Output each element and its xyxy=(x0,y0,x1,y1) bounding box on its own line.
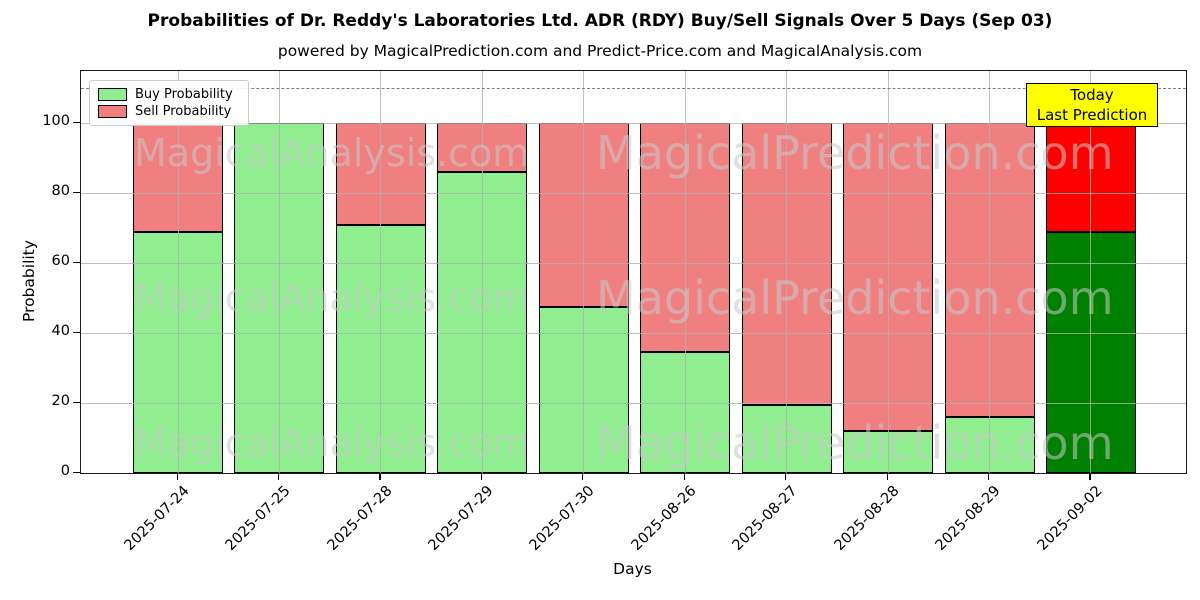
x-gridline xyxy=(786,71,788,473)
chart-subtitle: powered by MagicalPrediction.com and Pre… xyxy=(277,42,923,60)
y-tick-label: 20 xyxy=(51,393,70,410)
y-tick-label: 80 xyxy=(51,183,70,200)
x-tick-label: 2025-08-29 xyxy=(932,483,1004,554)
x-tick-mark xyxy=(785,473,787,480)
chart-title: Probabilities of Dr. Reddy's Laboratorie… xyxy=(147,11,1053,31)
y-tick-label: 100 xyxy=(42,113,70,130)
x-tick-label: 2025-08-26 xyxy=(628,483,700,554)
buy-swatch-icon xyxy=(98,88,127,101)
legend-label-buy: Buy Probability xyxy=(135,87,233,102)
y-tick-mark xyxy=(73,261,80,263)
y-tick-mark xyxy=(73,191,80,194)
legend-label-sell: Sell Probability xyxy=(135,104,232,119)
y-tick-label: 60 xyxy=(51,253,70,270)
x-tick-mark xyxy=(176,473,178,480)
x-gridline xyxy=(1090,71,1092,473)
x-tick-label: 2025-07-28 xyxy=(324,483,396,554)
legend-item-buy: Buy Probability xyxy=(98,86,240,103)
y-gridline xyxy=(81,122,1186,124)
x-gridline xyxy=(278,71,280,473)
x-tick-label: 2025-08-28 xyxy=(831,483,903,554)
x-tick-mark xyxy=(886,473,888,480)
x-tick-mark xyxy=(480,473,482,480)
x-tick-label: 2025-07-29 xyxy=(425,483,497,554)
x-tick-label: 2025-07-25 xyxy=(222,483,294,554)
y-tick-label: 40 xyxy=(51,323,70,340)
reference-dashed-line xyxy=(81,88,1186,90)
x-gridline xyxy=(583,71,585,473)
x-tick-label: 2025-08-27 xyxy=(730,483,801,554)
y-tick-mark xyxy=(73,401,80,403)
y-gridline xyxy=(81,402,1186,404)
x-gridline xyxy=(481,71,483,473)
y-gridline xyxy=(81,332,1186,334)
x-tick-mark xyxy=(988,473,990,480)
x-tick-label: 2025-07-30 xyxy=(527,483,599,554)
legend: Buy Probability Sell Probability xyxy=(89,80,249,126)
x-tick-mark xyxy=(683,473,685,480)
y-tick-mark xyxy=(73,331,80,333)
x-gridline xyxy=(989,71,991,473)
x-tick-label: 2025-09-02 xyxy=(1034,483,1106,554)
y-gridline xyxy=(81,262,1186,264)
x-tick-mark xyxy=(379,473,381,480)
legend-item-sell: Sell Probability xyxy=(98,103,240,120)
today-annotation-line2: Last Prediction xyxy=(1036,106,1148,124)
x-gridline xyxy=(887,71,889,473)
x-tick-mark xyxy=(582,473,584,480)
y-tick-label: 0 xyxy=(60,463,70,479)
sell-swatch-icon xyxy=(98,105,127,118)
y-gridline xyxy=(81,192,1186,194)
y-tick-mark xyxy=(73,121,80,124)
y-tick-mark xyxy=(73,471,80,473)
x-gridline xyxy=(380,71,382,473)
today-annotation: Today Last Prediction xyxy=(1026,83,1158,127)
x-tick-mark xyxy=(277,473,280,480)
plot-area: Buy Probability Sell Probability Today L… xyxy=(80,70,1187,474)
x-tick-label: 2025-07-24 xyxy=(121,483,193,554)
x-tick-mark xyxy=(1089,473,1091,480)
x-gridline xyxy=(177,71,179,473)
x-gridline xyxy=(684,71,686,473)
today-annotation-line1: Today xyxy=(1070,86,1114,104)
x-axis-label: Days xyxy=(613,560,652,578)
